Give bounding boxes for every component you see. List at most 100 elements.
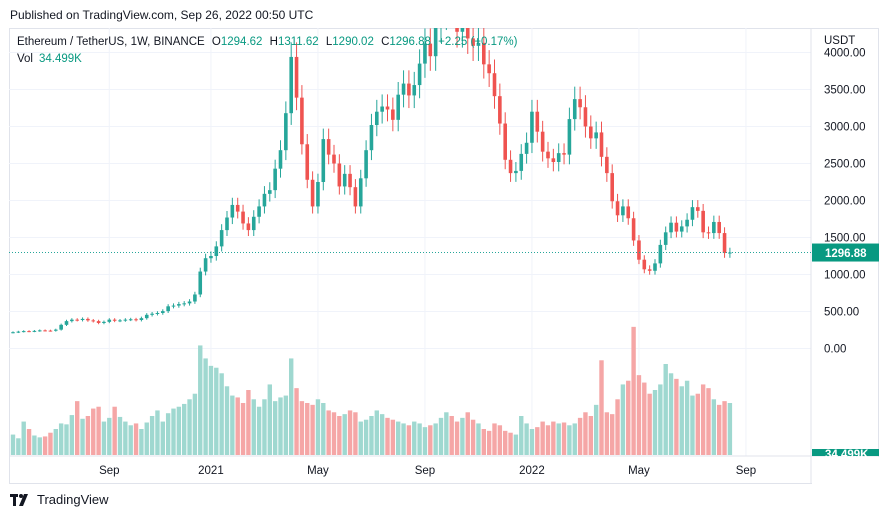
volume-bar bbox=[508, 432, 513, 455]
volume-bar bbox=[556, 423, 561, 455]
candle-body bbox=[535, 111, 540, 132]
time-tick-label: 2021 bbox=[198, 465, 224, 477]
volume-bar bbox=[331, 412, 337, 455]
last-price-label: 1296.88 bbox=[825, 248, 867, 260]
volume-bar bbox=[16, 438, 21, 455]
price-tick-label: 1500.00 bbox=[824, 233, 866, 245]
volume-bar bbox=[486, 430, 492, 455]
volume-bar bbox=[203, 358, 208, 455]
candle-body bbox=[251, 216, 256, 231]
volume-bar bbox=[310, 404, 315, 455]
time-tick-label: Sep bbox=[99, 465, 119, 477]
volume-bar bbox=[535, 427, 540, 455]
volume-bar bbox=[460, 417, 465, 455]
volume-bar bbox=[165, 413, 171, 455]
volume-bar bbox=[717, 404, 722, 455]
volume-bar bbox=[593, 404, 599, 455]
candle-body bbox=[235, 204, 240, 212]
price-chart[interactable]: 0.00 500.00 1000.00 1500.00 2000.00 2500.00 30… bbox=[9, 28, 879, 484]
volume-bar bbox=[519, 416, 524, 455]
time-tick-label: May bbox=[307, 465, 329, 477]
volume-bar bbox=[10, 434, 16, 455]
volume-bar bbox=[545, 425, 551, 455]
candle-body bbox=[669, 222, 673, 233]
candle-body bbox=[214, 246, 219, 256]
price-tick-label: 2000.00 bbox=[824, 196, 866, 208]
candle-body bbox=[503, 123, 507, 160]
volume-bar bbox=[513, 434, 519, 455]
grid-lines bbox=[9, 28, 811, 456]
volume-bar bbox=[214, 367, 219, 455]
candle-body bbox=[530, 111, 534, 143]
volume-bar bbox=[192, 393, 198, 455]
volume-bar bbox=[577, 417, 583, 455]
candle-body bbox=[102, 321, 106, 323]
candle-body bbox=[300, 97, 304, 145]
candle-body bbox=[428, 43, 433, 57]
candle-body bbox=[118, 320, 122, 322]
volume-bar bbox=[58, 423, 64, 455]
candle-body bbox=[626, 206, 631, 219]
candle-body bbox=[155, 312, 160, 314]
candle-body bbox=[144, 314, 149, 319]
candle-body bbox=[498, 96, 502, 124]
candle-body bbox=[166, 306, 170, 312]
volume-bar bbox=[85, 416, 91, 455]
candle-body bbox=[353, 187, 358, 207]
volume-bar bbox=[438, 417, 444, 455]
candle-body bbox=[262, 193, 267, 207]
volume-bar bbox=[21, 421, 26, 455]
volume-bar bbox=[262, 399, 267, 455]
volume-bar bbox=[342, 414, 347, 455]
volume-bar bbox=[112, 406, 117, 455]
volume-bar bbox=[620, 384, 626, 455]
volume-bar bbox=[642, 382, 647, 455]
volume-bar bbox=[690, 395, 695, 455]
candle-body bbox=[177, 304, 181, 306]
candle-body bbox=[294, 56, 299, 98]
volume-bar bbox=[283, 395, 289, 455]
candle-body bbox=[193, 294, 197, 302]
candle-body bbox=[284, 113, 288, 151]
volume-bar bbox=[123, 421, 128, 455]
volume-bar bbox=[615, 399, 620, 455]
volume-bar bbox=[278, 397, 283, 455]
volume-bar bbox=[91, 408, 96, 455]
candle-body bbox=[364, 150, 368, 179]
tradingview-brand[interactable]: TradingView bbox=[10, 492, 109, 507]
price-tick-label: 2500.00 bbox=[824, 159, 866, 171]
volume-bar bbox=[240, 403, 246, 455]
volume-bar bbox=[481, 429, 486, 455]
candle-body bbox=[171, 305, 176, 307]
volume-bar bbox=[64, 424, 69, 455]
last-volume-badge bbox=[812, 449, 879, 456]
candle-body bbox=[567, 119, 572, 155]
close-value: 1296.88 bbox=[389, 36, 431, 48]
candle-body bbox=[540, 131, 545, 152]
volume-bar bbox=[390, 419, 396, 455]
volume-bar bbox=[422, 427, 428, 455]
candle-body bbox=[658, 244, 663, 264]
candle-body bbox=[198, 271, 203, 295]
volume-bar bbox=[347, 410, 353, 455]
volume-bar bbox=[674, 378, 679, 455]
volume-bar bbox=[246, 390, 251, 455]
candle-body bbox=[476, 42, 481, 46]
candle-body bbox=[209, 256, 213, 259]
candle-body bbox=[556, 153, 561, 163]
candle-body bbox=[187, 301, 192, 304]
volume-bar bbox=[337, 416, 342, 455]
candle-body bbox=[70, 319, 74, 322]
low-value: 1290.02 bbox=[332, 36, 374, 48]
candle-body bbox=[605, 156, 609, 174]
candle-body bbox=[107, 319, 112, 322]
candle-body bbox=[332, 154, 336, 164]
last-price-badge bbox=[812, 243, 879, 262]
volume-bar bbox=[417, 423, 422, 455]
volume-bar bbox=[128, 425, 133, 455]
volume-bar bbox=[267, 384, 272, 455]
candle-body bbox=[358, 178, 363, 207]
volume-bar bbox=[396, 421, 401, 455]
volume-bar bbox=[235, 397, 240, 455]
volume-bar bbox=[133, 423, 139, 455]
